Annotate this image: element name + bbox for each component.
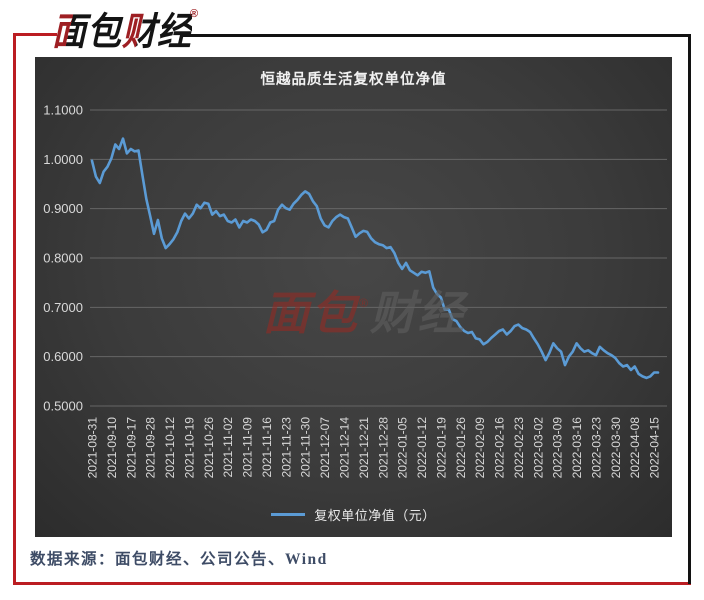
brand-logo: 面包财经 ®: [52, 2, 200, 54]
svg-text:2022-03-23: 2022-03-23: [589, 417, 603, 479]
svg-text:2022-02-09: 2022-02-09: [473, 417, 487, 479]
svg-text:0.7000: 0.7000: [43, 300, 83, 315]
nav-line-chart: 1.1000 1.0000 0.9000 0.8000 0.7000 0.6000 0.50…: [43, 103, 667, 479]
svg-text:1.0000: 1.0000: [43, 152, 83, 167]
svg-text:2022-01-12: 2022-01-12: [415, 417, 429, 479]
svg-text:2022-03-30: 2022-03-30: [609, 417, 623, 479]
legend-line-swatch: [271, 513, 306, 516]
svg-text:2022-04-15: 2022-04-15: [648, 417, 662, 479]
svg-text:2021-09-28: 2021-09-28: [144, 417, 158, 479]
legend-label: 复权单位净值（元）: [314, 508, 436, 523]
svg-text:2021-12-14: 2021-12-14: [337, 417, 351, 479]
svg-text:2022-03-16: 2022-03-16: [570, 417, 584, 479]
frame-red-bottom-line: [13, 582, 691, 585]
chart-title: 恒越品质生活复权单位净值: [260, 72, 447, 88]
svg-text:2021-12-07: 2021-12-07: [318, 417, 332, 479]
svg-text:2022-03-09: 2022-03-09: [551, 417, 565, 479]
svg-text:2021-08-31: 2021-08-31: [86, 417, 100, 479]
svg-text:2021-09-17: 2021-09-17: [124, 417, 138, 479]
svg-text:2022-04-08: 2022-04-08: [628, 417, 642, 479]
svg-text:2022-01-19: 2022-01-19: [434, 417, 448, 479]
svg-text:2021-10-26: 2021-10-26: [202, 417, 216, 479]
svg-text:1.1000: 1.1000: [43, 103, 83, 118]
svg-text:2022-01-26: 2022-01-26: [454, 417, 468, 479]
chart-area: 恒越品质生活复权单位净值 1.1000 1.0000 0.9000 0.8000 0.7…: [35, 57, 672, 537]
brand-logo-text: 面包财经: [52, 1, 192, 56]
svg-text:2022-02-16: 2022-02-16: [493, 417, 507, 479]
svg-text:2021-11-23: 2021-11-23: [279, 417, 293, 478]
svg-text:2021-12-28: 2021-12-28: [376, 417, 390, 479]
data-source-text: 数据来源：面包财经、公司公告、Wind: [30, 551, 328, 568]
svg-text:2021-10-12: 2021-10-12: [163, 417, 177, 479]
frame-black-top-line: [183, 34, 691, 37]
svg-text:2021-12-21: 2021-12-21: [357, 417, 371, 479]
svg-text:2021-09-10: 2021-09-10: [105, 417, 119, 479]
registered-trademark-icon: ®: [190, 8, 199, 20]
svg-text:2022-02-23: 2022-02-23: [512, 417, 526, 479]
svg-text:0.8000: 0.8000: [43, 251, 83, 266]
svg-text:2022-01-05: 2022-01-05: [396, 417, 410, 479]
svg-text:2021-11-02: 2021-11-02: [221, 417, 235, 478]
svg-text:2021-11-16: 2021-11-16: [260, 417, 274, 478]
frame-red-left-line: [13, 33, 16, 585]
svg-text:0.9000: 0.9000: [43, 201, 83, 216]
frame-black-right-line: [688, 34, 691, 584]
svg-text:0.6000: 0.6000: [43, 349, 83, 364]
svg-text:2021-11-30: 2021-11-30: [299, 417, 313, 478]
chart-legend: 复权单位净值（元）: [35, 505, 672, 524]
frame-red-top-segment: [13, 33, 57, 36]
svg-text:2021-10-19: 2021-10-19: [182, 417, 196, 479]
svg-text:0.5000: 0.5000: [43, 399, 83, 414]
svg-text:2021-11-09: 2021-11-09: [241, 417, 255, 478]
svg-text:2022-03-02: 2022-03-02: [531, 417, 545, 479]
